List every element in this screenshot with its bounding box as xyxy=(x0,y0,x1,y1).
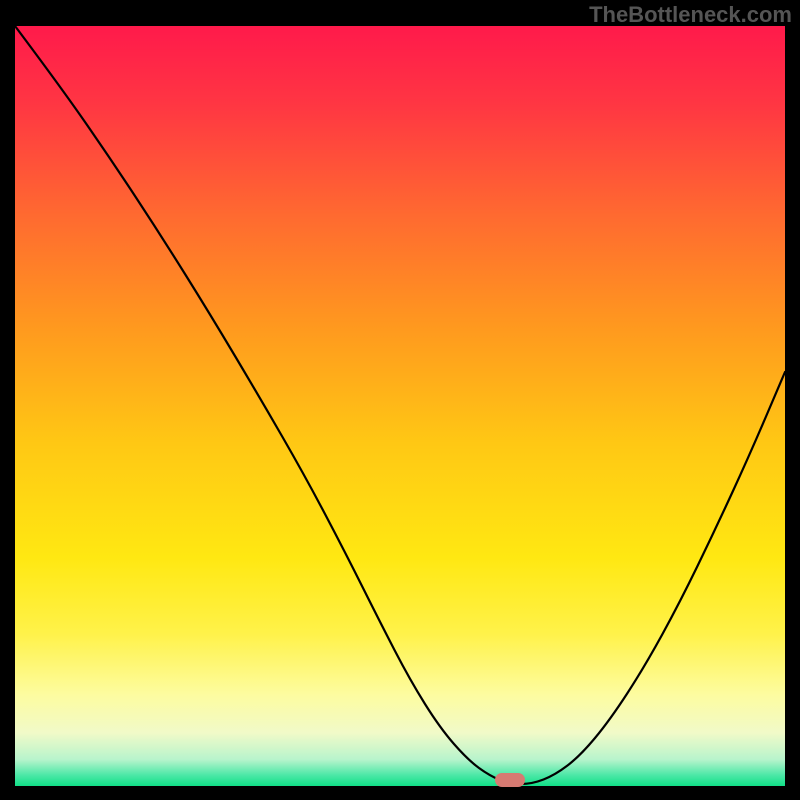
bottleneck-curve xyxy=(0,0,800,800)
chart-container: TheBottleneck.com xyxy=(0,0,800,800)
optimal-marker xyxy=(495,773,525,787)
watermark-text: TheBottleneck.com xyxy=(589,2,792,28)
